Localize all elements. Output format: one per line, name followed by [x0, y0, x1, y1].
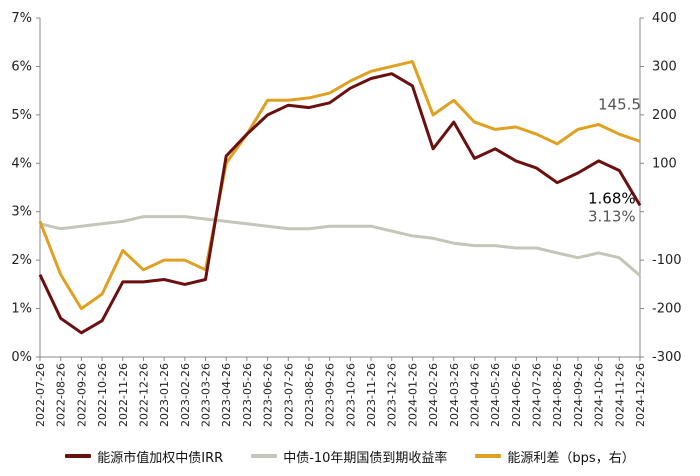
y-left-tick-label: 0% — [11, 350, 32, 365]
y-right-tick-label: 200 — [652, 108, 677, 123]
legend: 能源市值加权中债IRR 中债-10年期国债到期收益率 能源利差（bps，右） — [0, 444, 700, 468]
x-tick-label: 2023-02-26 — [179, 363, 192, 427]
y-left-tick-label: 2% — [11, 253, 32, 268]
x-tick-label: 2024-07-26 — [531, 363, 544, 427]
x-tick-label: 2022-09-26 — [75, 363, 88, 427]
chart: 0% 1% 2% 3% 4% 5% 6% 7% -300 -200 -100 100 200 300 40… — [11, 11, 682, 427]
x-tick-label: 2024-02-26 — [427, 363, 440, 427]
x-axis-labels: 2022-07-26 2022-08-26 2022-09-26 2022-10-26… — [34, 363, 647, 427]
y-right-tick-label: -100 — [652, 253, 682, 268]
x-tick-label: 2023-08-26 — [303, 363, 316, 427]
y-axis-left-labels: 0% 1% 2% 3% 4% 5% 6% 7% — [11, 11, 32, 365]
legend-swatch-spread — [475, 454, 502, 458]
annotation-label: 145.5 — [598, 95, 641, 113]
annotations: 145.5 3.13%1.68% — [588, 95, 641, 225]
axes — [36, 17, 644, 361]
legend-label-govbond: 中债-10年期国债到期收益率 — [283, 450, 448, 466]
x-tick-label: 2022-11-26 — [117, 363, 130, 427]
y-right-tick-label: 100 — [652, 156, 677, 171]
x-tick-label: 2024-12-26 — [634, 363, 647, 427]
x-tick-label: 2023-03-26 — [200, 363, 213, 427]
x-tick-label: 2024-01-26 — [406, 363, 419, 427]
x-tick-label: 2023-07-26 — [282, 363, 295, 427]
legend-item-irr: 能源市值加权中债IRR — [65, 447, 223, 466]
y-left-tick-label: 5% — [11, 108, 32, 123]
x-tick-label: 2022-07-26 — [34, 363, 47, 427]
y-right-tick-label: -300 — [652, 350, 682, 365]
annotation-label: 1.68% — [588, 190, 636, 208]
x-tick-label: 2023-06-26 — [262, 363, 275, 427]
y-right-tick-label: 400 — [652, 11, 677, 26]
x-tick-label: 2024-03-26 — [448, 363, 461, 427]
x-tick-label: 2022-08-26 — [55, 363, 68, 427]
y-left-tick-label: 4% — [11, 156, 32, 171]
legend-label-irr: 能源市值加权中债IRR — [97, 450, 224, 466]
x-tick-label: 2023-11-26 — [365, 363, 378, 427]
legend-item-spread: 能源利差（bps，右） — [475, 447, 635, 466]
x-tick-label: 2022-12-26 — [137, 363, 150, 427]
annotation-label: 3.13% — [588, 207, 636, 225]
legend-label-spread: 能源利差（bps，右） — [507, 450, 635, 466]
x-tick-label: 2023-05-26 — [241, 363, 254, 427]
x-tick-label: 2024-06-26 — [510, 363, 523, 427]
x-tick-label: 2023-10-26 — [344, 363, 357, 427]
y-left-tick-label: 6% — [11, 59, 32, 74]
x-tick-label: 2023-01-26 — [158, 363, 171, 427]
series-line-0 — [38, 72, 642, 335]
y-left-tick-label: 3% — [11, 205, 32, 220]
y-axis-right-labels: -300 -200 -100 100 200 300 400 — [652, 11, 682, 365]
legend-swatch-irr — [65, 454, 92, 458]
x-tick-label: 2024-04-26 — [468, 363, 481, 427]
legend-item-govbond: 中债-10年期国债到期收益率 — [251, 447, 447, 466]
x-tick-label: 2024-10-26 — [593, 363, 606, 427]
x-tick-label: 2024-09-26 — [572, 363, 585, 427]
y-left-tick-label: 7% — [11, 11, 32, 26]
x-tick-label: 2024-05-26 — [489, 363, 502, 427]
series-line-1 — [39, 215, 641, 277]
x-tick-label: 2024-08-26 — [551, 363, 564, 427]
series-lines — [38, 60, 642, 335]
x-tick-label: 2023-04-26 — [220, 363, 233, 427]
y-left-tick-label: 1% — [11, 302, 32, 317]
x-tick-label: 2022-10-26 — [96, 363, 109, 427]
y-right-tick-label: -200 — [652, 302, 682, 317]
series-line-2 — [38, 60, 641, 311]
x-tick-label: 2023-09-26 — [324, 363, 337, 427]
x-tick-label: 2024-11-26 — [613, 363, 626, 427]
legend-swatch-govbond — [251, 454, 278, 458]
y-right-tick-label: 300 — [652, 59, 677, 74]
x-tick-label: 2023-12-26 — [386, 363, 399, 427]
